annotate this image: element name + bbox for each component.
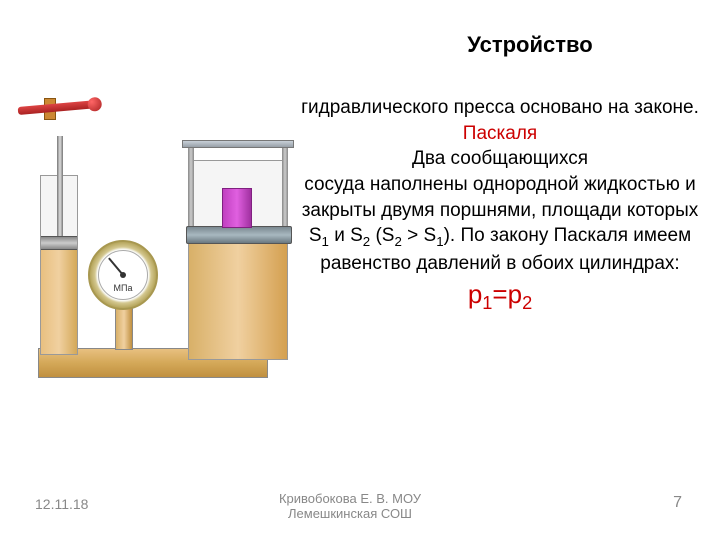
workpiece-block	[222, 188, 252, 228]
body-and: и S	[329, 225, 363, 246]
formula-p1-sub: 1	[482, 293, 492, 313]
footer-date: 12.11.18	[35, 496, 88, 512]
slide-title: Устройство	[380, 32, 680, 58]
pascal-highlight: Паскаля	[463, 123, 537, 144]
handle-knob	[87, 97, 102, 112]
large-piston	[186, 226, 292, 244]
small-cylinder-liquid	[41, 244, 77, 354]
s1-sub: 1	[322, 234, 329, 249]
cond-s2: 2	[394, 234, 401, 249]
cond-open: (S	[370, 225, 394, 246]
hydraulic-press-diagram: МПа	[10, 110, 300, 430]
small-piston	[41, 236, 77, 250]
pump-handle	[18, 100, 98, 115]
piston-rod	[57, 136, 63, 236]
cond-gt: > S	[402, 225, 436, 246]
cond-s1: 1	[436, 234, 443, 249]
formula-p1: p	[468, 279, 482, 309]
formula-eq: =p	[492, 279, 522, 309]
frame-post-left	[188, 148, 194, 226]
gauge-center	[120, 272, 126, 278]
body-line2: Два сообщающихся	[412, 148, 588, 169]
large-cylinder-liquid	[189, 229, 287, 359]
frame-post-right	[282, 148, 288, 226]
small-cylinder	[40, 175, 78, 355]
footer-author: Кривобокова Е. В. МОУ Лемешкинская СОШ	[240, 491, 460, 522]
pressure-gauge: МПа	[88, 240, 158, 310]
gauge-face: МПа	[98, 250, 148, 300]
body-text: гидравлического пресса основано на закон…	[300, 95, 700, 315]
body-line1: гидравлического пресса основано на закон…	[301, 97, 699, 118]
formula-p2-sub: 2	[522, 293, 532, 313]
press-top-plate	[182, 140, 294, 148]
pressure-formula: p1=p2	[468, 279, 532, 309]
gauge-unit-label: МПа	[114, 283, 133, 293]
footer-page-number: 7	[673, 494, 682, 512]
